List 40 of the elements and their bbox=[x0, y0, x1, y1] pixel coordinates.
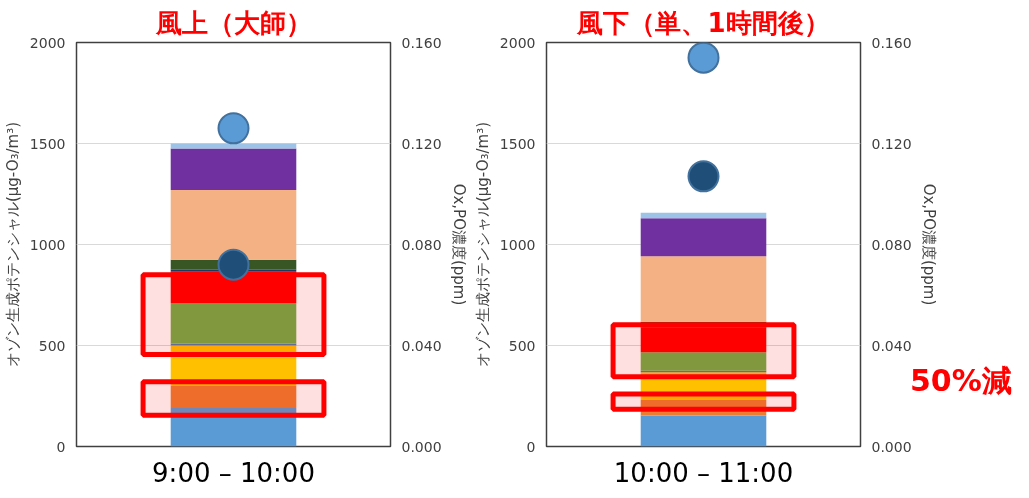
y-tick-label: 1000 bbox=[499, 236, 536, 253]
y2-tick-label: 0.000 bbox=[401, 438, 442, 455]
bar bbox=[170, 189, 297, 260]
y2-tick-label: 0.160 bbox=[871, 34, 912, 51]
bar bbox=[640, 212, 767, 219]
y-axis-title: オゾン生成ポテンシャル(μg-O₃/m³) bbox=[473, 121, 492, 368]
chart-title: 風下（単、1時間後） bbox=[576, 7, 830, 38]
bar bbox=[170, 343, 297, 346]
x-tick-label: 10:00 – 11:00 bbox=[613, 457, 794, 488]
text: 50%減 bbox=[910, 362, 1012, 400]
y2-tick-label: 0.080 bbox=[401, 236, 442, 253]
y-tick-label: 0 bbox=[56, 438, 66, 455]
y-tick-label: 1500 bbox=[29, 135, 66, 152]
bar bbox=[640, 415, 767, 447]
y2-axis-title: Ox,PO濃度(ppm) bbox=[449, 183, 468, 306]
chart-title: 風上（大師） bbox=[154, 7, 312, 38]
bar bbox=[170, 385, 297, 409]
bar bbox=[640, 218, 767, 257]
y-tick-label: 1500 bbox=[499, 135, 536, 152]
y2-tick-label: 0.120 bbox=[871, 135, 912, 152]
y-tick-label: 2000 bbox=[29, 34, 66, 51]
x-tick-label: 9:00 – 10:00 bbox=[152, 457, 315, 488]
y2-axis-title: Ox,PO濃度(ppm) bbox=[919, 183, 938, 306]
y2-tick-label: 0.120 bbox=[401, 135, 442, 152]
y2-tick-label: 0.160 bbox=[401, 34, 442, 51]
bar bbox=[170, 303, 297, 344]
y-tick-label: 2000 bbox=[499, 34, 536, 51]
bar bbox=[170, 143, 297, 149]
bar bbox=[640, 352, 767, 371]
y-tick-label: 1000 bbox=[29, 236, 66, 253]
bar bbox=[170, 148, 297, 190]
y2-tick-label: 0.080 bbox=[871, 236, 912, 253]
y-tick-label: 500 bbox=[508, 337, 536, 354]
y-tick-label: 500 bbox=[38, 337, 66, 354]
y2-tick-label: 0.040 bbox=[401, 337, 442, 354]
y-tick-label: 0 bbox=[526, 438, 536, 455]
bar bbox=[640, 321, 767, 326]
y2-tick-label: 0.040 bbox=[871, 337, 912, 354]
y-axis-title: オゾン生成ポテンシャル(μg-O₃/m³) bbox=[3, 121, 22, 368]
y2-tick-label: 0.000 bbox=[871, 438, 912, 455]
